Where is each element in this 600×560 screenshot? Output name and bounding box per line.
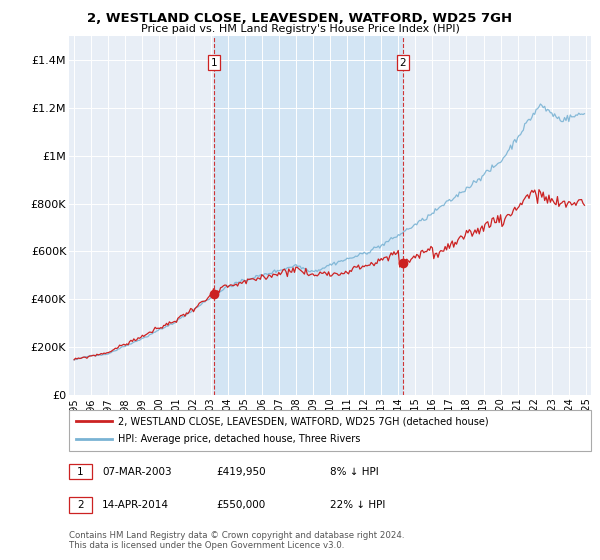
Text: Contains HM Land Registry data © Crown copyright and database right 2024.: Contains HM Land Registry data © Crown c…	[69, 531, 404, 540]
Text: 1: 1	[77, 466, 84, 477]
Text: 2, WESTLAND CLOSE, LEAVESDEN, WATFORD, WD25 7GH (detached house): 2, WESTLAND CLOSE, LEAVESDEN, WATFORD, W…	[118, 417, 489, 426]
Text: 14-APR-2014: 14-APR-2014	[102, 500, 169, 510]
Text: 22% ↓ HPI: 22% ↓ HPI	[330, 500, 385, 510]
Text: 8% ↓ HPI: 8% ↓ HPI	[330, 466, 379, 477]
Text: 07-MAR-2003: 07-MAR-2003	[102, 466, 172, 477]
Text: £419,950: £419,950	[216, 466, 266, 477]
Text: HPI: Average price, detached house, Three Rivers: HPI: Average price, detached house, Thre…	[118, 435, 361, 444]
Text: Price paid vs. HM Land Registry's House Price Index (HPI): Price paid vs. HM Land Registry's House …	[140, 24, 460, 34]
Text: This data is licensed under the Open Government Licence v3.0.: This data is licensed under the Open Gov…	[69, 542, 344, 550]
Bar	[214, 36, 403, 395]
Text: 1: 1	[211, 58, 217, 68]
Text: 2: 2	[77, 500, 84, 510]
Text: 2: 2	[400, 58, 406, 68]
Text: £550,000: £550,000	[216, 500, 265, 510]
Text: 2, WESTLAND CLOSE, LEAVESDEN, WATFORD, WD25 7GH: 2, WESTLAND CLOSE, LEAVESDEN, WATFORD, W…	[88, 12, 512, 25]
